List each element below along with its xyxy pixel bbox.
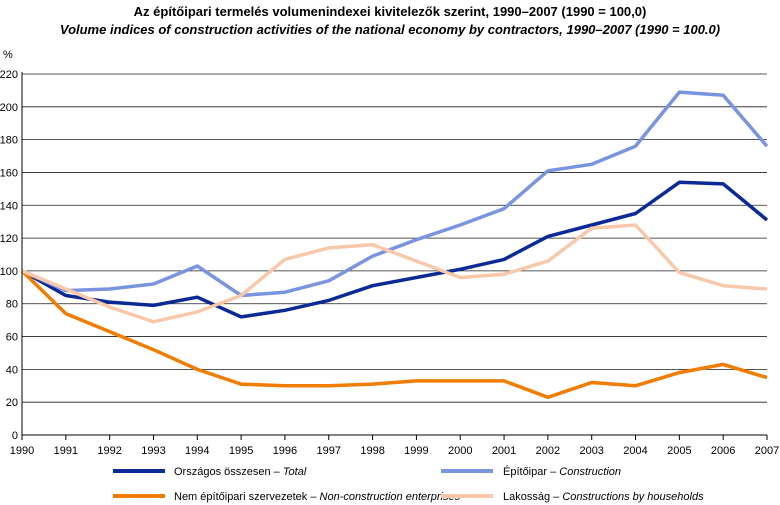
legend-item-households: Lakosság – Constructions by households	[441, 491, 704, 503]
x-tick-label: 1997	[317, 445, 341, 457]
x-tick-label: 1993	[141, 445, 165, 457]
legend-label-total: Országos összesen – Total	[174, 466, 307, 478]
x-tick-label: 2005	[667, 445, 691, 457]
y-tick-label: 80	[6, 299, 18, 311]
x-tick-label: 2006	[711, 445, 735, 457]
axes	[21, 72, 768, 440]
x-tick-label: 1995	[229, 445, 253, 457]
series-lines	[20, 90, 769, 400]
series-line-construction	[21, 90, 769, 298]
y-tick-label: 20	[6, 397, 18, 409]
y-tick-label: 0	[12, 430, 18, 442]
legend-item-total: Országos összesen – Total	[113, 466, 307, 478]
x-tick-label: 2001	[492, 445, 516, 457]
y-tick-label: 120	[0, 233, 18, 245]
legend-label-nonconstruction: Nem építőipari szervezetek – Non-constru…	[174, 491, 461, 503]
series-line-households	[21, 223, 768, 324]
y-tick-label: 100	[0, 266, 18, 278]
x-tick-label: 1999	[404, 445, 428, 457]
x-tick-labels: 1990 1991 1992 1993 1994 1995 1996 1997 1998 1999…	[10, 445, 779, 457]
y-tick-label: 160	[0, 167, 18, 179]
series-line-nonconstruction	[20, 269, 768, 400]
chart-title: Az építőipari termelés volumenindexei ki…	[134, 4, 647, 19]
legend-item-nonconstruction: Nem építőipari szervezetek – Non-constru…	[113, 491, 461, 503]
x-tick-label: 2000	[448, 445, 472, 457]
x-tick-label: 2002	[536, 445, 560, 457]
y-tick-label: 60	[6, 332, 18, 344]
x-tick-label: 1996	[273, 445, 297, 457]
y-tick-label: 40	[6, 364, 18, 376]
y-tick-label: 220	[0, 69, 18, 81]
x-tick-label: 2004	[623, 445, 647, 457]
series-line-total	[21, 180, 769, 319]
x-tick-label: 1991	[54, 445, 78, 457]
y-tick-label: 200	[0, 102, 18, 114]
x-tick-label: 2003	[579, 445, 603, 457]
y-tick-label: 180	[0, 135, 18, 147]
y-tick-label: 140	[0, 200, 18, 212]
legend-item-construction: Építőipar – Construction	[441, 465, 621, 478]
x-tick-label: 2007	[755, 445, 779, 457]
x-tick-label: 1990	[10, 445, 34, 457]
x-tick-label: 1992	[97, 445, 121, 457]
y-tick-labels: 0 20 40 60 80 100 120 140 160 180 200 220	[0, 69, 18, 442]
x-tick-label: 1994	[185, 445, 209, 457]
legend: Országos összesen – Total Építőipar – Co…	[113, 465, 704, 503]
chart-subtitle: Volume indices of construction activitie…	[60, 22, 720, 37]
y-axis-label: %	[3, 49, 13, 61]
legend-label-households: Lakosság – Constructions by households	[503, 491, 704, 503]
legend-label-construction: Építőipar – Construction	[503, 465, 621, 478]
gridlines	[22, 73, 767, 403]
x-tick-label: 1998	[360, 445, 384, 457]
